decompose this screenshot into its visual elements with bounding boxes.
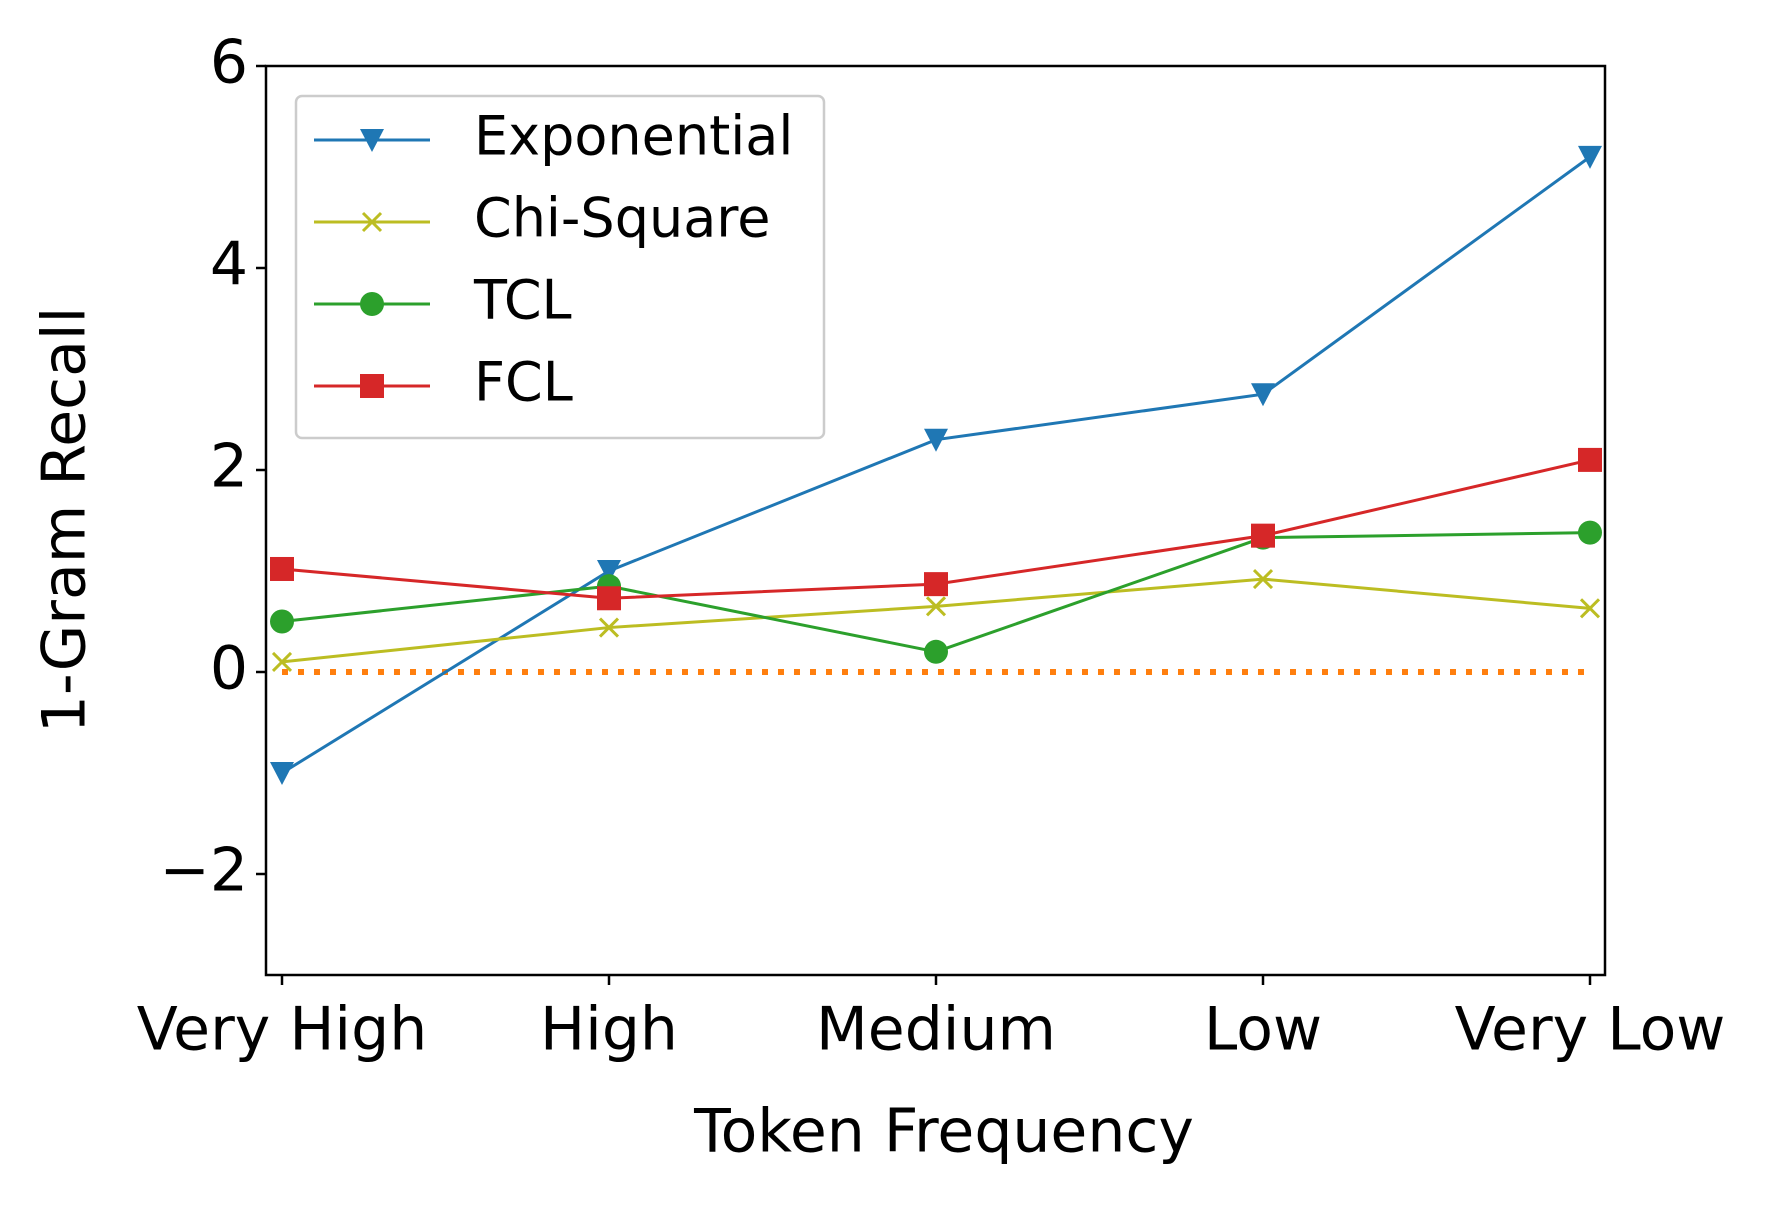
data-point — [1578, 145, 1602, 169]
y-axis-label: 1-Gram Recall — [30, 307, 100, 733]
data-point — [1251, 523, 1275, 548]
legend-marker — [361, 211, 383, 233]
data-point — [270, 556, 294, 581]
y-tick-label: 2 — [210, 432, 248, 502]
data-point — [1251, 383, 1275, 407]
x-tick-label: Very High — [137, 995, 427, 1065]
legend-marker — [360, 129, 384, 152]
data-point — [924, 639, 948, 664]
y-tick-label: 6 — [210, 28, 248, 98]
legend-label: TCL — [473, 269, 572, 332]
y-tick-label: −2 — [160, 836, 248, 906]
data-point — [270, 762, 294, 785]
data-point — [597, 586, 621, 611]
data-point — [597, 560, 621, 583]
x-tick-label: Very Low — [1455, 995, 1726, 1065]
legend-box — [294, 94, 826, 440]
data-point — [1578, 447, 1602, 472]
data-point — [1578, 520, 1602, 545]
x-tick-label: Medium — [816, 995, 1056, 1065]
legend-marker — [360, 292, 384, 316]
legend-label: FCL — [474, 351, 573, 414]
x-tick-label: Low — [1204, 995, 1322, 1065]
data-point — [925, 596, 947, 617]
plot-frame — [264, 64, 1607, 977]
x-tick-label: High — [540, 995, 678, 1065]
data-point — [271, 651, 293, 672]
data-point — [1252, 569, 1274, 590]
y-tick-label: 4 — [210, 230, 248, 300]
legend-label: Chi-Square — [474, 187, 771, 250]
y-tick-label: 0 — [210, 634, 248, 704]
legend-label: Exponential — [474, 105, 793, 168]
legend-marker — [360, 374, 384, 398]
data-point — [924, 428, 948, 452]
data-point — [1579, 598, 1601, 619]
legend: Exponential Chi-Square TCL FCL — [294, 94, 826, 440]
x-axis-label: Token Frequency — [693, 1097, 1194, 1167]
data-point — [924, 572, 948, 597]
data-point — [598, 617, 620, 638]
data-point — [270, 609, 294, 634]
